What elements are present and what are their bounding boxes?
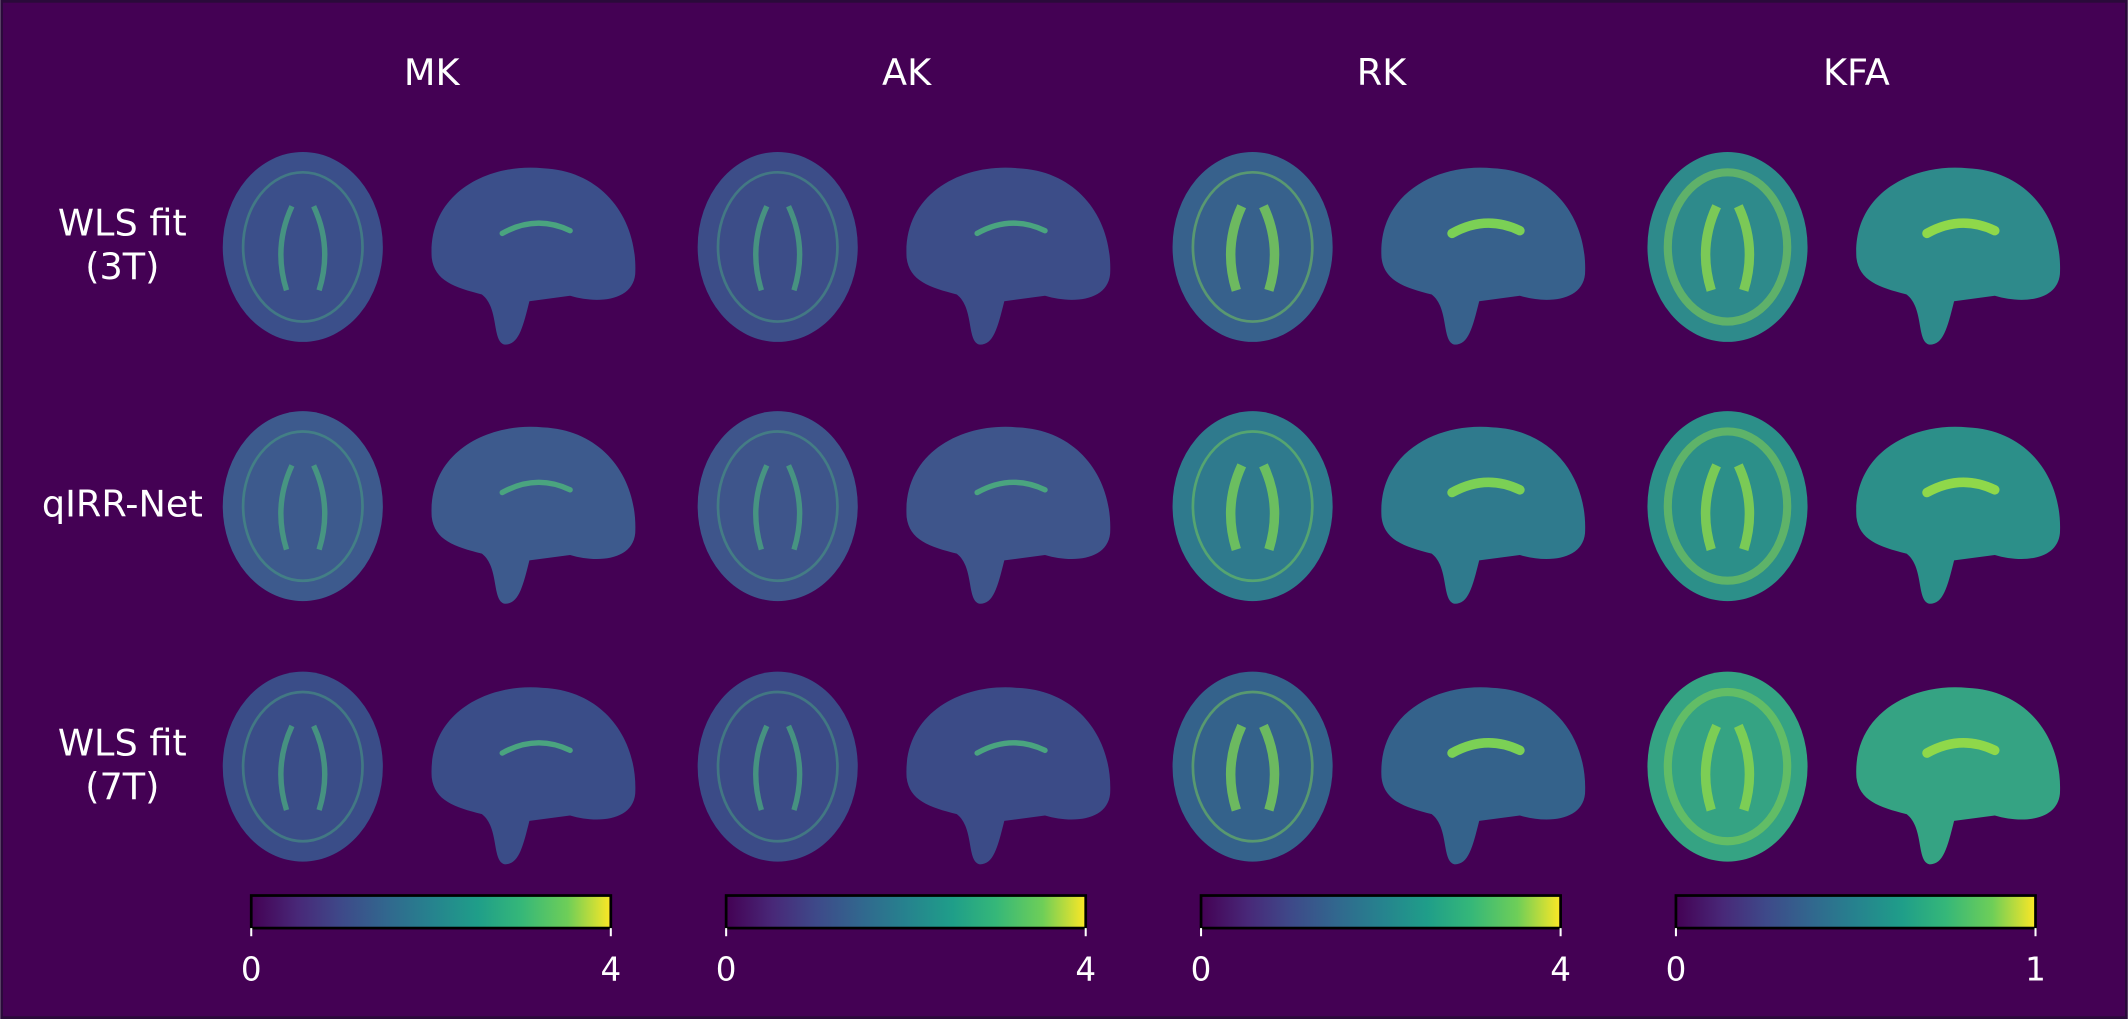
ventricles [1225, 463, 1280, 551]
axial-slice [1172, 411, 1333, 602]
row-label: (3T) [85, 245, 159, 288]
colorbar-tick-label: 4 [600, 951, 621, 989]
sagittal-slice [1381, 167, 1586, 345]
ventricles [278, 724, 328, 811]
column-title: AK [882, 51, 932, 94]
corpus-callosum [1922, 738, 2000, 758]
ventricles [1225, 204, 1280, 292]
corpus-callosum [1447, 218, 1525, 239]
colorbar [1199, 894, 1562, 930]
colorbar [1674, 894, 2037, 930]
corpus-callosum [1447, 477, 1525, 498]
white-matter [716, 430, 839, 583]
ventricles [278, 464, 328, 551]
axial-slice [1647, 671, 1808, 862]
corpus-callosum [499, 740, 573, 756]
white-matter [716, 170, 839, 323]
row-label: qIRR-Net [42, 483, 203, 526]
white-matter [1663, 168, 1792, 326]
axial-slice [1172, 671, 1333, 862]
axial-slice [697, 671, 858, 862]
colorbar-tick-label: 1 [2025, 951, 2046, 989]
column-title: KFA [1823, 51, 1890, 94]
corpus-callosum [499, 220, 573, 237]
ventricles [753, 724, 803, 811]
column-title: MK [404, 51, 461, 94]
sagittal-slice [1856, 687, 2061, 865]
axial-slice [222, 671, 383, 862]
white-matter [1191, 430, 1314, 583]
white-matter [1191, 170, 1314, 323]
corpus-callosum [974, 740, 1048, 756]
axial-slice [1647, 411, 1808, 602]
colorbar [249, 894, 613, 930]
ventricles [1700, 463, 1755, 551]
sagittal-slice [431, 426, 636, 604]
white-matter [1663, 687, 1792, 846]
white-matter [241, 430, 364, 583]
colorbar-tick-label: 0 [1666, 951, 1687, 989]
colorbar-tick-label: 4 [1075, 951, 1096, 989]
corpus-callosum [499, 479, 573, 496]
sagittal-slice [906, 687, 1111, 865]
white-matter [716, 690, 839, 843]
colorbar-tick-label: 0 [241, 951, 262, 989]
ventricles [753, 464, 803, 551]
white-matter [1191, 690, 1314, 843]
axial-slice [697, 411, 858, 602]
sagittal-slice [906, 426, 1111, 604]
row-label: WLS fit [58, 202, 187, 245]
ventricles [1700, 204, 1755, 292]
corpus-callosum [1922, 218, 2000, 239]
sagittal-slice [1381, 426, 1586, 604]
sagittal-slice [1856, 167, 2061, 345]
sagittal-slice [1856, 426, 2061, 604]
column-title: RK [1357, 51, 1407, 94]
white-matter [241, 170, 364, 323]
axial-slice [222, 411, 383, 602]
axial-slice [697, 151, 858, 342]
sagittal-slice [431, 167, 636, 345]
corpus-callosum [974, 479, 1048, 496]
row-label: WLS fit [58, 721, 187, 764]
colorbar-tick-label: 0 [1191, 951, 1212, 989]
sagittal-slice [1381, 687, 1586, 865]
corpus-callosum [1922, 477, 2000, 498]
colorbar-tick-label: 0 [716, 951, 737, 989]
ventricles [1225, 723, 1280, 812]
ventricles [1700, 723, 1755, 812]
white-matter [241, 690, 364, 843]
colorbar [724, 894, 1088, 930]
axial-slice [1172, 151, 1333, 342]
sagittal-slice [906, 167, 1111, 345]
axial-slice [222, 151, 383, 342]
ventricles [278, 205, 328, 292]
corpus-callosum [1447, 738, 1525, 758]
sagittal-slice [431, 687, 636, 865]
colorbar-tick-label: 4 [1550, 951, 1571, 989]
axial-slice [1647, 151, 1808, 342]
ventricles [753, 205, 803, 292]
row-label: (7T) [85, 765, 159, 808]
corpus-callosum [974, 220, 1048, 237]
white-matter [1663, 427, 1792, 585]
